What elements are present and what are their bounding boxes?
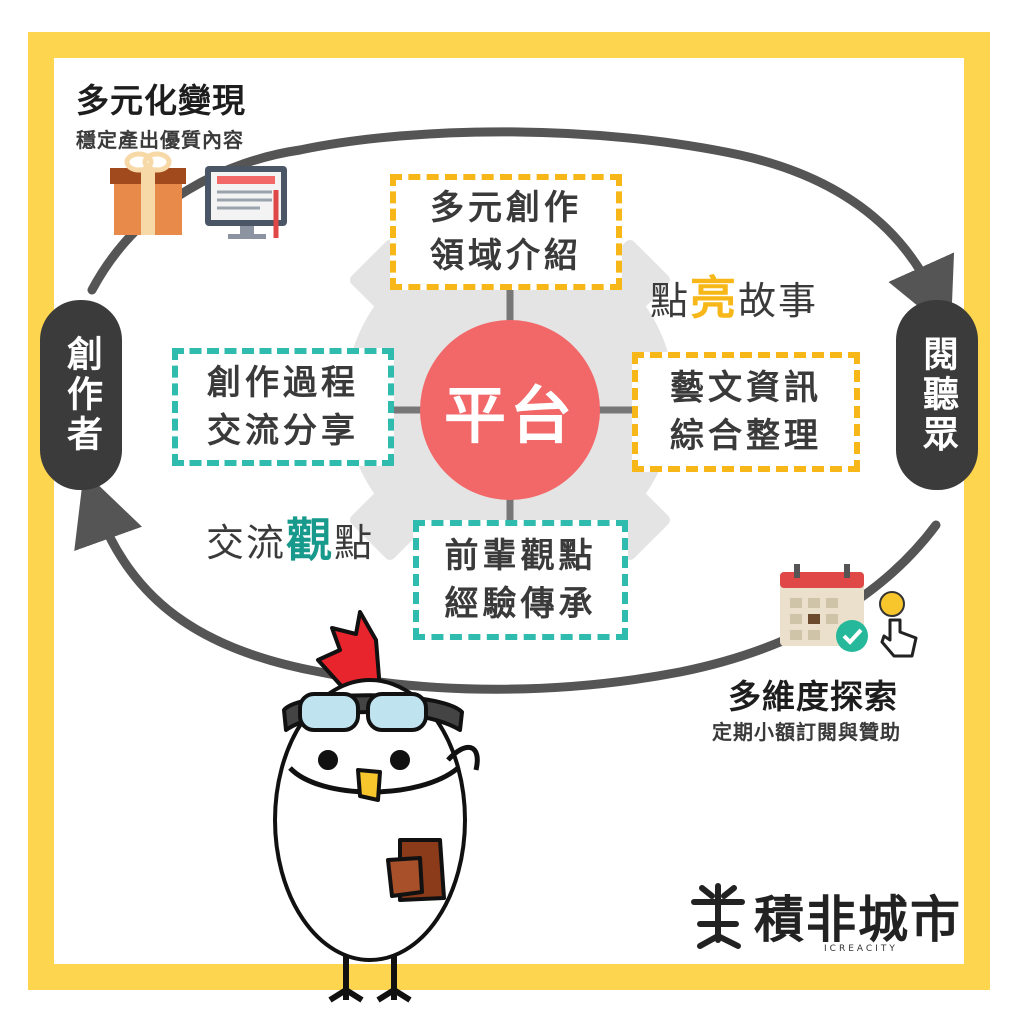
creator-node: 創作者 xyxy=(40,300,122,490)
exploration-title: 多維度探索 xyxy=(728,677,898,716)
box-creative-process: 創作過程 交流分享 xyxy=(172,348,394,466)
logo-name: 積非城市 xyxy=(754,891,962,949)
monitor-document-icon xyxy=(205,166,287,239)
box-senior-views: 前輩觀點 經驗傳承 xyxy=(413,520,628,640)
phrase-part: 故事 xyxy=(738,279,819,323)
box-line: 創作過程 xyxy=(207,363,359,403)
arc-top xyxy=(87,127,955,333)
box-line: 交流分享 xyxy=(207,411,359,451)
box-creative-fields: 多元創作 領域介紹 xyxy=(390,174,622,290)
box-line: 領域介紹 xyxy=(430,236,582,276)
rooster-mascot-icon xyxy=(273,610,480,1003)
box-line: 綜合整理 xyxy=(670,416,822,456)
monetization-title: 多元化變現 xyxy=(76,81,246,120)
coin-tap-hand-icon xyxy=(879,591,918,658)
phrase-part: 點 xyxy=(650,279,691,323)
gift-box-icon xyxy=(110,151,186,235)
phrase-highlight: 亮 xyxy=(690,271,739,325)
phrase-highlight: 觀 xyxy=(286,513,335,567)
box-arts-info: 藝文資訊 綜合整理 xyxy=(632,352,860,472)
box-line: 前輩觀點 xyxy=(444,536,597,576)
box-line: 藝文資訊 xyxy=(670,368,822,408)
phrase-part: 交流 xyxy=(206,521,287,565)
calendar-check-icon xyxy=(780,564,868,652)
logo-subtitle: ICREACITY xyxy=(824,944,898,954)
phrase-exchange-views: 交流觀點 xyxy=(206,504,374,570)
phrase-light-up-stories: 點亮故事 xyxy=(650,262,818,328)
platform-hub: 平台 xyxy=(420,320,600,500)
box-line: 經驗傳承 xyxy=(444,584,597,624)
logo-mark-icon xyxy=(691,883,745,949)
audience-node: 閱聽眾 xyxy=(896,300,978,490)
box-line: 多元創作 xyxy=(430,188,582,228)
monetization-subtitle: 穩定產出優質內容 xyxy=(76,128,244,152)
exploration-subtitle: 定期小額訂閱與贊助 xyxy=(712,720,901,744)
phrase-part: 點 xyxy=(334,521,375,565)
